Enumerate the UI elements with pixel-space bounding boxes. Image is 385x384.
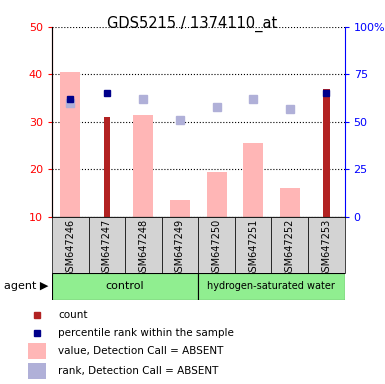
Bar	[235, 217, 271, 273]
Text: GSM647252: GSM647252	[285, 218, 295, 278]
Bar	[170, 200, 190, 217]
Bar	[28, 343, 46, 359]
Text: agent ▶: agent ▶	[4, 281, 48, 291]
Text: count: count	[58, 310, 88, 320]
Bar	[52, 217, 89, 273]
Text: GDS5215 / 1374110_at: GDS5215 / 1374110_at	[107, 15, 278, 31]
Text: GSM647246: GSM647246	[65, 218, 75, 278]
Bar	[133, 115, 154, 217]
Text: percentile rank within the sample: percentile rank within the sample	[58, 328, 234, 338]
Bar	[323, 89, 330, 217]
Bar	[271, 217, 308, 273]
Bar	[280, 189, 300, 217]
Text: rank, Detection Call = ABSENT: rank, Detection Call = ABSENT	[58, 366, 219, 376]
Bar	[243, 143, 263, 217]
Text: GSM647253: GSM647253	[321, 218, 331, 278]
Bar	[89, 217, 125, 273]
Bar	[104, 117, 110, 217]
Text: GSM647247: GSM647247	[102, 218, 112, 278]
Bar	[28, 363, 46, 379]
Bar	[206, 172, 227, 217]
Text: value, Detection Call = ABSENT: value, Detection Call = ABSENT	[58, 346, 224, 356]
Bar	[162, 217, 198, 273]
Text: GSM647249: GSM647249	[175, 218, 185, 278]
Text: GSM647251: GSM647251	[248, 218, 258, 278]
Bar	[308, 217, 345, 273]
Text: GSM647250: GSM647250	[212, 218, 221, 278]
Bar	[60, 72, 80, 217]
Text: control: control	[106, 281, 144, 291]
Text: GSM647248: GSM647248	[139, 218, 148, 278]
Text: hydrogen-saturated water: hydrogen-saturated water	[208, 281, 335, 291]
Bar	[198, 217, 235, 273]
Bar	[125, 217, 162, 273]
Bar	[52, 273, 198, 300]
Bar	[198, 273, 345, 300]
